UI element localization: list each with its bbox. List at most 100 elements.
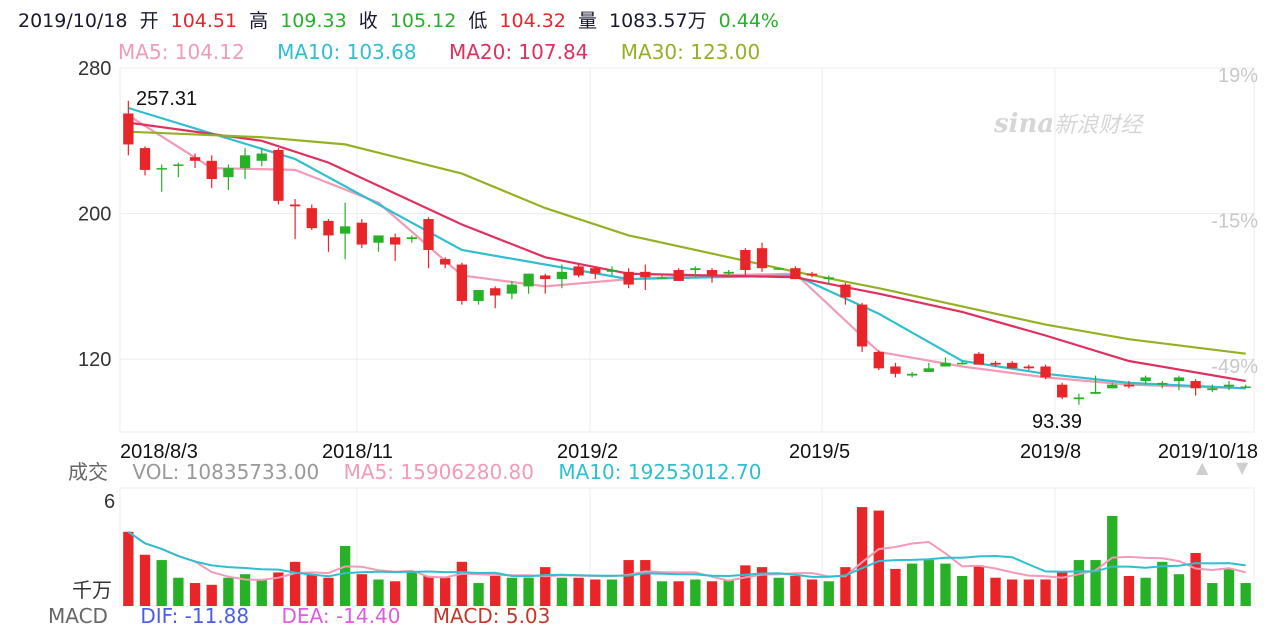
candle-body (406, 237, 418, 240)
volume-ma5-line (127, 530, 1246, 582)
volume-bars (123, 507, 1251, 606)
volume-ma10-line (127, 530, 1246, 578)
volume-bar (389, 581, 401, 606)
ma5-legend: MA5: 104.12 (118, 40, 245, 64)
volume-bar (873, 510, 884, 606)
ma30-line (128, 130, 1246, 355)
vol-value: VOL: 10835733.00 (132, 460, 320, 484)
candle-body (306, 208, 317, 229)
candle-body (556, 271, 568, 280)
volume-bar (1240, 583, 1251, 606)
volume-bar (1123, 575, 1135, 606)
volume-bar (1057, 572, 1068, 606)
candle-body (823, 277, 834, 280)
grid-lines (119, 67, 1255, 607)
sina-logo: sina (994, 109, 1055, 139)
vol-ma10: MA10: 19253012.70 (558, 460, 762, 484)
candle-body (590, 268, 601, 274)
pct-tick-label: -49% (1211, 356, 1258, 378)
candle-body (1240, 386, 1251, 388)
volume-bar (123, 531, 134, 606)
volume-bar (706, 581, 718, 606)
ma10-legend: MA10: 103.68 (277, 40, 417, 64)
candle-body (423, 219, 434, 250)
volume-bar (906, 563, 918, 606)
candle-body (806, 273, 818, 276)
volume-bar (490, 575, 501, 606)
macd-title: MACD (48, 604, 108, 628)
volume-bar (289, 561, 301, 606)
candle-body (840, 284, 851, 298)
volume-bar (456, 561, 468, 606)
x-tick-label: 2019/8 (1020, 441, 1081, 463)
volume-bar (306, 574, 317, 606)
candle-body (1190, 381, 1201, 389)
candle-body (656, 277, 668, 279)
sina-watermark: sina新浪财经 (994, 107, 1142, 139)
volume-ma-lines (127, 530, 1246, 582)
scroll-up-icon[interactable]: ▲ (1196, 458, 1209, 477)
volume-bar (806, 579, 818, 606)
volume-bar (423, 575, 434, 606)
candle-body (690, 268, 701, 271)
candle-body (873, 351, 884, 369)
candle-body (740, 250, 751, 271)
macd-dea: DEA: -14.40 (281, 604, 401, 628)
candle-body (123, 113, 134, 145)
volume-bar (1090, 560, 1101, 606)
volume-bar (623, 560, 634, 606)
candle-body (623, 271, 634, 285)
candle-body (673, 270, 684, 281)
x-tick-label: 2018/11 (322, 441, 393, 463)
candle-body (1107, 384, 1118, 389)
candles (123, 100, 1251, 405)
ma5-line (127, 114, 1246, 390)
volume-bar (673, 581, 684, 606)
candle-body (990, 362, 1001, 365)
candle-body (1040, 366, 1051, 378)
candle-body (473, 290, 484, 301)
scroll-down-icon[interactable]: ▼ (1236, 458, 1249, 477)
candle-body (323, 220, 334, 236)
candle-body (790, 268, 801, 280)
candle-body (339, 226, 351, 234)
ma20-legend: MA20: 107.84 (448, 40, 589, 64)
volume-bar (573, 577, 584, 606)
candle-body (506, 284, 518, 294)
volume-bar (773, 577, 784, 606)
x-tick-label: 2019/10/18 (1158, 441, 1258, 463)
volume-value: 1083.57万 (609, 10, 707, 32)
candle-body (1090, 391, 1101, 394)
high-label: 高 (249, 10, 269, 32)
volume-bar (940, 563, 951, 606)
watermark-text: 新浪财经 (1054, 113, 1143, 138)
candle-body (1140, 377, 1151, 382)
candle-body (490, 288, 501, 296)
candle-body (156, 168, 167, 170)
candle-body (1173, 377, 1185, 382)
volume-bar (1040, 579, 1051, 606)
y-tick-label: 120 (78, 349, 111, 371)
volume-top-tick: 6 (104, 491, 115, 513)
min-price-label: 93.39 (1032, 411, 1082, 433)
open-value: 104.51 (170, 10, 238, 32)
candle-body (373, 235, 384, 243)
candle-body (640, 271, 651, 278)
volume-bar (606, 579, 618, 606)
volume-bar (756, 567, 768, 606)
volume-bar (556, 577, 568, 606)
low-value: 104.32 (499, 10, 566, 32)
volume-bar (523, 577, 534, 606)
volume-legend: 成交 VOL: 10835733.00 MA5: 15906280.80 MA1… (68, 456, 779, 485)
candle-body (890, 366, 901, 374)
volume-bar (1023, 579, 1035, 606)
candle-body (540, 275, 551, 280)
volume-bar (223, 577, 234, 606)
candle-body (1123, 384, 1135, 387)
max-price-label: 257.31 (136, 88, 197, 110)
volume-bar (356, 574, 367, 606)
volume-bar (173, 577, 184, 606)
candle-body (223, 168, 234, 178)
candle-body (906, 373, 918, 376)
candle-body (856, 304, 868, 347)
